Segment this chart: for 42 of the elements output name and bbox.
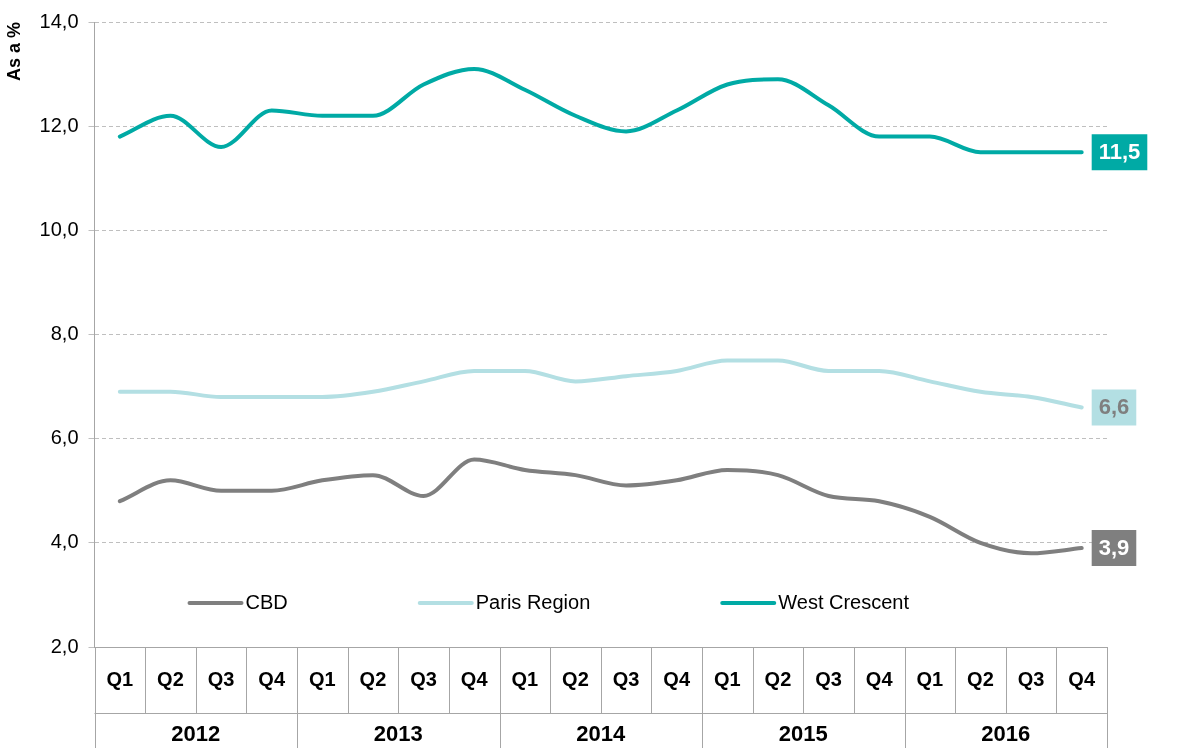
x-tick-label: Q3 — [410, 667, 437, 690]
data-label: 6,6 — [1098, 394, 1130, 420]
y-tick-label: 2,0 — [50, 634, 79, 657]
x-tick-label: Q4 — [258, 667, 286, 690]
x-tick-label: Q4 — [1068, 667, 1096, 690]
x-tick-label: Q1 — [511, 667, 539, 690]
x-tick-label: Q2 — [764, 667, 792, 690]
x-tick-label: Q2 — [967, 667, 994, 690]
x-tick-label: Q4 — [460, 667, 489, 690]
x-tick-label: Q3 — [207, 667, 235, 690]
line-series — [117, 66, 1084, 155]
x-tick-label: Q3 — [612, 667, 640, 690]
text: 2014 — [576, 721, 626, 747]
y-tick-label: 8,0 — [50, 322, 79, 345]
x-tick-label: Q4 — [663, 667, 691, 690]
x-tick-label: Q3 — [1017, 667, 1045, 690]
text: 2015 — [778, 721, 828, 747]
y-tick-label: 14,0 — [39, 9, 79, 32]
text: 2016 — [981, 721, 1031, 747]
y-axis-title: As a % — [3, 22, 24, 82]
y-tick-label: 12,0 — [39, 113, 79, 136]
x-tick-label: Q3 — [815, 667, 842, 690]
legend-label: West Crescent — [778, 590, 910, 613]
x-tick-label: Q1 — [713, 667, 741, 690]
y-tick-label: 10,0 — [39, 217, 79, 240]
line-series — [117, 358, 1084, 410]
legend-label: CBD — [245, 590, 288, 613]
y-tick-label: 4,0 — [50, 530, 79, 553]
data-label: 11,5 — [1098, 139, 1141, 165]
x-tick-label: Q1 — [916, 667, 944, 690]
legend-label: Paris Region — [475, 590, 591, 613]
x-tick-label: Q2 — [359, 667, 387, 690]
x-tick-label: Q1 — [308, 667, 336, 690]
y-tick-label: 6,0 — [50, 426, 79, 449]
text: 2012 — [171, 721, 221, 747]
x-tick-label: Q2 — [157, 667, 184, 690]
data-label: 3,9 — [1098, 535, 1130, 561]
text: 2013 — [373, 721, 423, 747]
x-tick-label: Q2 — [562, 667, 589, 690]
x-tick-label: Q1 — [106, 667, 134, 690]
line-series — [117, 457, 1084, 556]
x-tick-label: Q4 — [865, 667, 894, 690]
